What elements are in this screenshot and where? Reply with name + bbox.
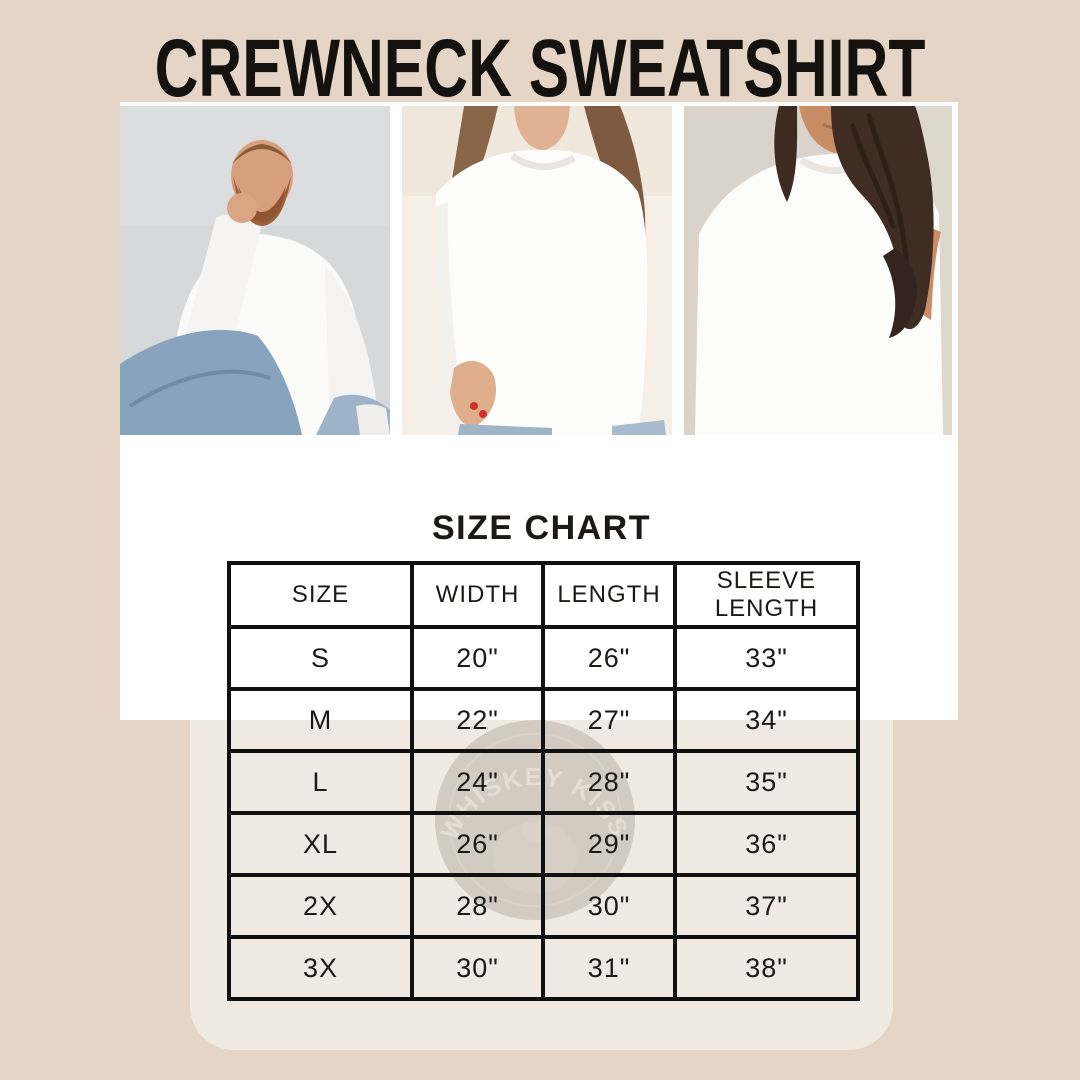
col-header-sleeve-length: SLEEVE LENGTH <box>673 561 860 629</box>
cell-width: 26" <box>410 811 545 877</box>
cell-length: 28" <box>541 749 677 815</box>
cell-length: 29" <box>541 811 677 877</box>
cell-size: XL <box>227 811 414 877</box>
product-photo-woman-hair <box>684 106 952 435</box>
cell-sleeve-length: 37" <box>673 873 860 939</box>
cell-size: S <box>227 625 414 691</box>
cell-width: 28" <box>410 873 545 939</box>
cell-sleeve-length: 34" <box>673 687 860 753</box>
product-photo-woman-front <box>402 106 672 435</box>
cell-size: M <box>227 687 414 753</box>
col-header-length: LENGTH <box>541 561 677 629</box>
table-row-s: S 20" 26" 33" <box>227 625 860 691</box>
cell-length: 26" <box>541 625 677 691</box>
cell-size: 3X <box>227 935 414 1001</box>
cell-length: 30" <box>541 873 677 939</box>
table-row-xl: XL 26" 29" 36" <box>227 811 860 877</box>
cell-sleeve-length: 38" <box>673 935 860 1001</box>
table-row-l: L 24" 28" 35" <box>227 749 860 815</box>
cell-width: 20" <box>410 625 545 691</box>
cell-width: 22" <box>410 687 545 753</box>
col-header-width: WIDTH <box>410 561 545 629</box>
cell-sleeve-length: 35" <box>673 749 860 815</box>
woman-front-mockup-illustration <box>402 106 672 435</box>
table-row-3x: 3X 30" 31" 38" <box>227 935 860 1001</box>
table-row-m: M 22" 27" 34" <box>227 687 860 753</box>
woman-hair-mockup-illustration <box>684 106 952 435</box>
cell-size: 2X <box>227 873 414 939</box>
size-chart-heading: SIZE CHART <box>432 509 651 547</box>
page-title: CREWNECK SWEATSHIRT <box>154 23 926 114</box>
cell-width: 30" <box>410 935 545 1001</box>
cell-length: 31" <box>541 935 677 1001</box>
table-row-2x: 2X 28" 30" 37" <box>227 873 860 939</box>
cell-size: L <box>227 749 414 815</box>
product-photo-man <box>120 106 390 435</box>
cell-sleeve-length: 33" <box>673 625 860 691</box>
cell-width: 24" <box>410 749 545 815</box>
cell-sleeve-length: 36" <box>673 811 860 877</box>
cell-length: 27" <box>541 687 677 753</box>
man-mockup-illustration <box>120 106 390 435</box>
size-chart-table: SIZE WIDTH LENGTH SLEEVE LENGTH S 20" 26… <box>227 561 860 1001</box>
col-header-size: SIZE <box>227 561 414 629</box>
header-row: SIZE WIDTH LENGTH SLEEVE LENGTH <box>227 561 860 629</box>
